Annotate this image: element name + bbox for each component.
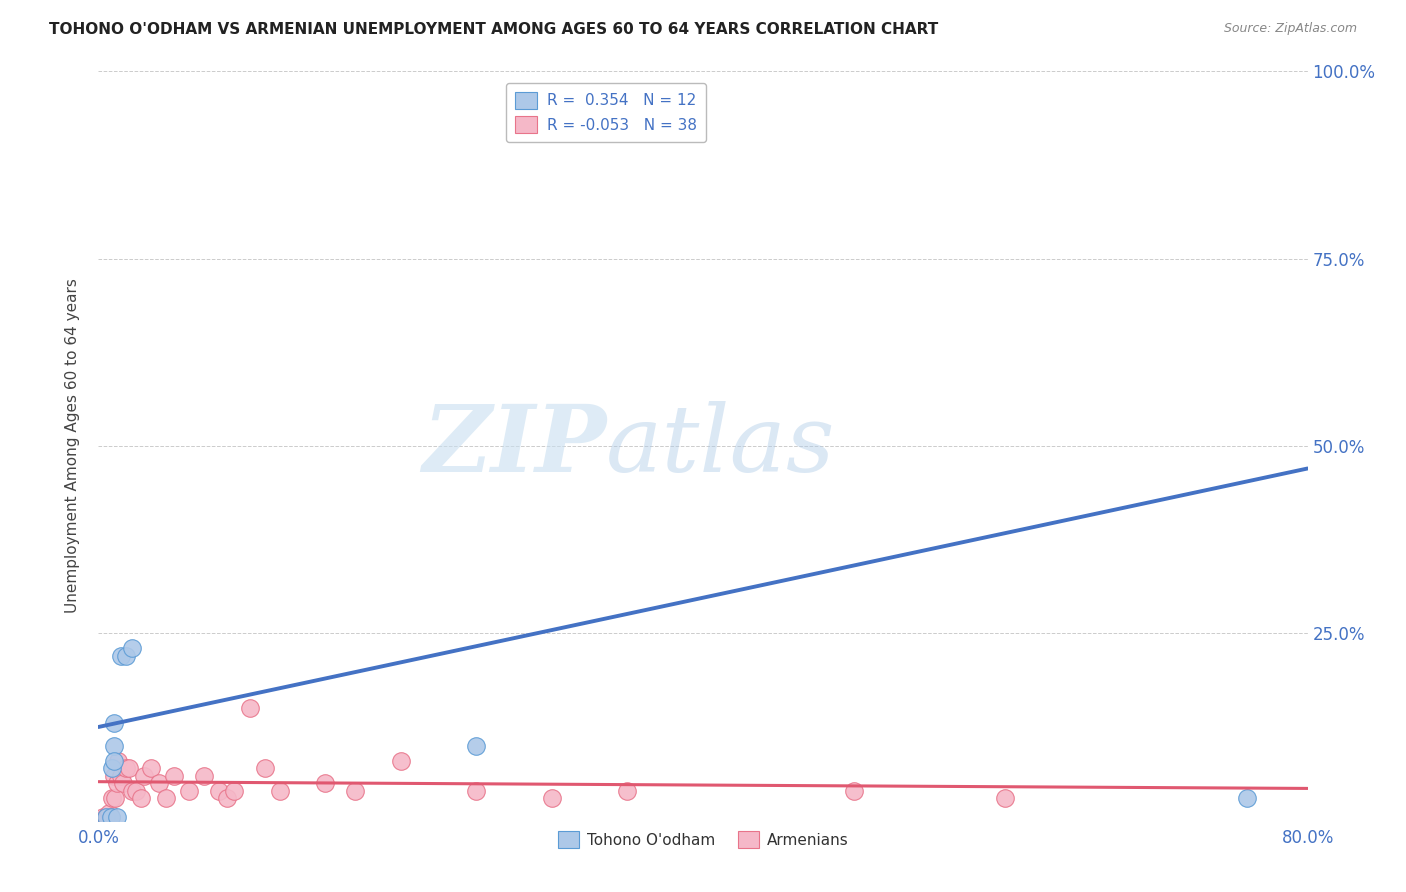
Point — [110, 648, 132, 663]
Point — [110, 769, 132, 783]
Point — [101, 761, 124, 775]
Point — [105, 776, 128, 790]
Point — [141, 761, 163, 775]
Point — [465, 783, 488, 797]
Point — [114, 648, 136, 663]
Point — [616, 783, 638, 797]
Point — [148, 776, 170, 790]
Point — [101, 791, 124, 805]
Point — [163, 769, 186, 783]
Point — [103, 716, 125, 731]
Point — [96, 810, 118, 824]
Point — [121, 783, 143, 797]
Text: ZIP: ZIP — [422, 401, 606, 491]
Point — [224, 783, 246, 797]
Point — [98, 806, 121, 821]
Point — [844, 783, 866, 797]
Point — [129, 791, 152, 805]
Point — [1236, 791, 1258, 805]
Point — [125, 783, 148, 797]
Point — [103, 754, 125, 768]
Point — [121, 641, 143, 656]
Point — [94, 810, 117, 824]
Point — [239, 701, 262, 715]
Point — [389, 754, 412, 768]
Point — [107, 754, 129, 768]
Point — [253, 761, 276, 775]
Point — [100, 810, 122, 824]
Point — [215, 791, 238, 805]
Point — [105, 810, 128, 824]
Point — [269, 783, 291, 797]
Point — [155, 791, 177, 805]
Point — [994, 791, 1017, 805]
Text: Source: ZipAtlas.com: Source: ZipAtlas.com — [1223, 22, 1357, 36]
Point — [118, 761, 141, 775]
Text: TOHONO O'ODHAM VS ARMENIAN UNEMPLOYMENT AMONG AGES 60 TO 64 YEARS CORRELATION CH: TOHONO O'ODHAM VS ARMENIAN UNEMPLOYMENT … — [49, 22, 938, 37]
Point — [132, 769, 155, 783]
Point — [100, 810, 122, 824]
Point — [104, 791, 127, 805]
Point — [314, 776, 336, 790]
Point — [94, 810, 117, 824]
Y-axis label: Unemployment Among Ages 60 to 64 years: Unemployment Among Ages 60 to 64 years — [65, 278, 80, 614]
Point — [540, 791, 562, 805]
Point — [193, 769, 215, 783]
Point — [91, 810, 114, 824]
Point — [111, 776, 134, 790]
Point — [114, 761, 136, 775]
Point — [103, 769, 125, 783]
Text: atlas: atlas — [606, 401, 835, 491]
Legend: Tohono O'odham, Armenians: Tohono O'odham, Armenians — [551, 825, 855, 855]
Point — [103, 739, 125, 753]
Point — [208, 783, 231, 797]
Point — [344, 783, 367, 797]
Point — [465, 739, 488, 753]
Point — [179, 783, 201, 797]
